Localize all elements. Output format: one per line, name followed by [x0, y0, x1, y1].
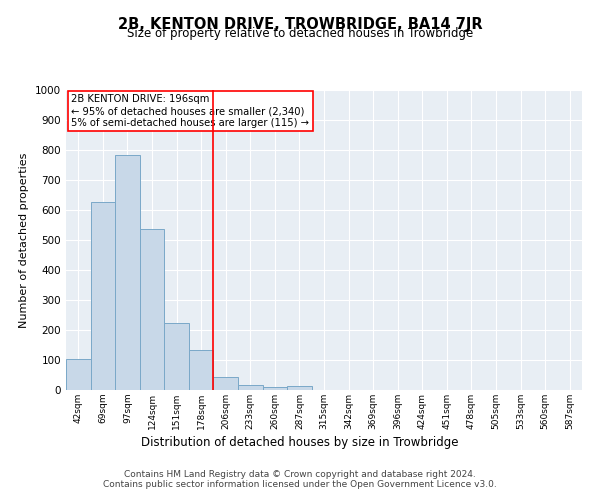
Text: Size of property relative to detached houses in Trowbridge: Size of property relative to detached ho…: [127, 28, 473, 40]
Text: Contains HM Land Registry data © Crown copyright and database right 2024.: Contains HM Land Registry data © Crown c…: [124, 470, 476, 479]
Bar: [164, 324, 189, 390]
Bar: [238, 384, 263, 390]
Text: Contains public sector information licensed under the Open Government Licence v3: Contains public sector information licen…: [103, 480, 497, 489]
Text: Distribution of detached houses by size in Trowbridge: Distribution of detached houses by size …: [141, 436, 459, 449]
Bar: [140, 229, 164, 390]
Text: 2B KENTON DRIVE: 196sqm
← 95% of detached houses are smaller (2,340)
5% of semi-: 2B KENTON DRIVE: 196sqm ← 95% of detache…: [71, 94, 309, 128]
Bar: [214, 378, 238, 390]
Bar: [115, 155, 140, 390]
Bar: [189, 350, 214, 390]
Bar: [91, 202, 115, 390]
Text: 2B, KENTON DRIVE, TROWBRIDGE, BA14 7JR: 2B, KENTON DRIVE, TROWBRIDGE, BA14 7JR: [118, 18, 482, 32]
Bar: [66, 359, 91, 390]
Bar: [263, 387, 287, 390]
Y-axis label: Number of detached properties: Number of detached properties: [19, 152, 29, 328]
Bar: [287, 386, 312, 390]
